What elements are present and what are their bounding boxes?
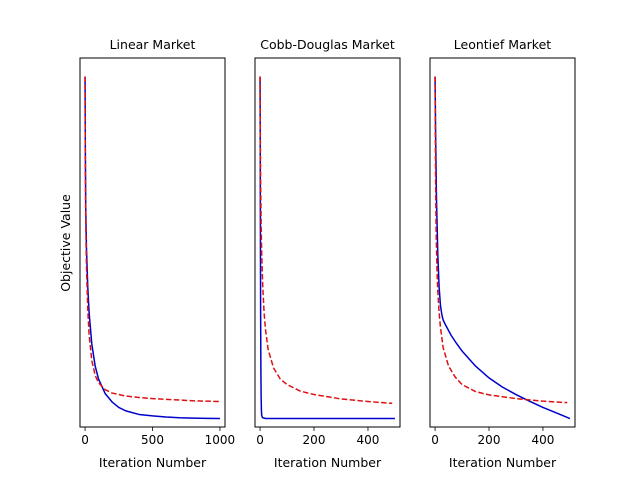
dashed-series-line (84, 76, 220, 403)
solid-series-line (259, 76, 395, 420)
panel-title-linear-market: Linear Market (110, 37, 196, 52)
plot-area-linear-market: 0 500 1000 (79, 57, 236, 447)
plot-area-cobb-douglas-market: 0 200 400 (254, 57, 401, 447)
panel-leontief-market: Leontief Market Iteration Number 0 200 400 (429, 37, 576, 470)
x-tick-label: 500 (141, 433, 164, 447)
plot-area-leontief-market: 0 200 400 (429, 57, 576, 447)
x-tick-label: 0 (256, 433, 264, 447)
x-tick-label: 0 (81, 433, 89, 447)
axes-frame (79, 57, 226, 428)
panel-title-cobb-douglas-market: Cobb-Douglas Market (260, 37, 395, 52)
x-tick-label: 400 (357, 433, 380, 447)
y-axis-label: Objective Value (58, 194, 73, 292)
x-axis-label-cobb-douglas-market: Iteration Number (274, 455, 382, 470)
axes-frame (254, 57, 401, 428)
panel-title-leontief-market: Leontief Market (454, 37, 552, 52)
panel-linear-market: Linear Market Iteration Number 0 500 1000 (79, 37, 236, 470)
x-tick-label: 200 (478, 433, 501, 447)
x-tick-label: 400 (532, 433, 555, 447)
x-tick-label: 0 (431, 433, 439, 447)
x-tick-label: 1000 (205, 433, 236, 447)
x-tick-label: 200 (303, 433, 326, 447)
dashed-series-line (259, 76, 393, 405)
x-axis-label-leontief-market: Iteration Number (449, 455, 557, 470)
x-axis-label-linear-market: Iteration Number (99, 455, 207, 470)
panel-cobb-douglas-market: Cobb-Douglas Market Iteration Number 0 20… (254, 37, 401, 470)
dashed-series-line (434, 76, 568, 404)
axes-frame (429, 57, 576, 428)
